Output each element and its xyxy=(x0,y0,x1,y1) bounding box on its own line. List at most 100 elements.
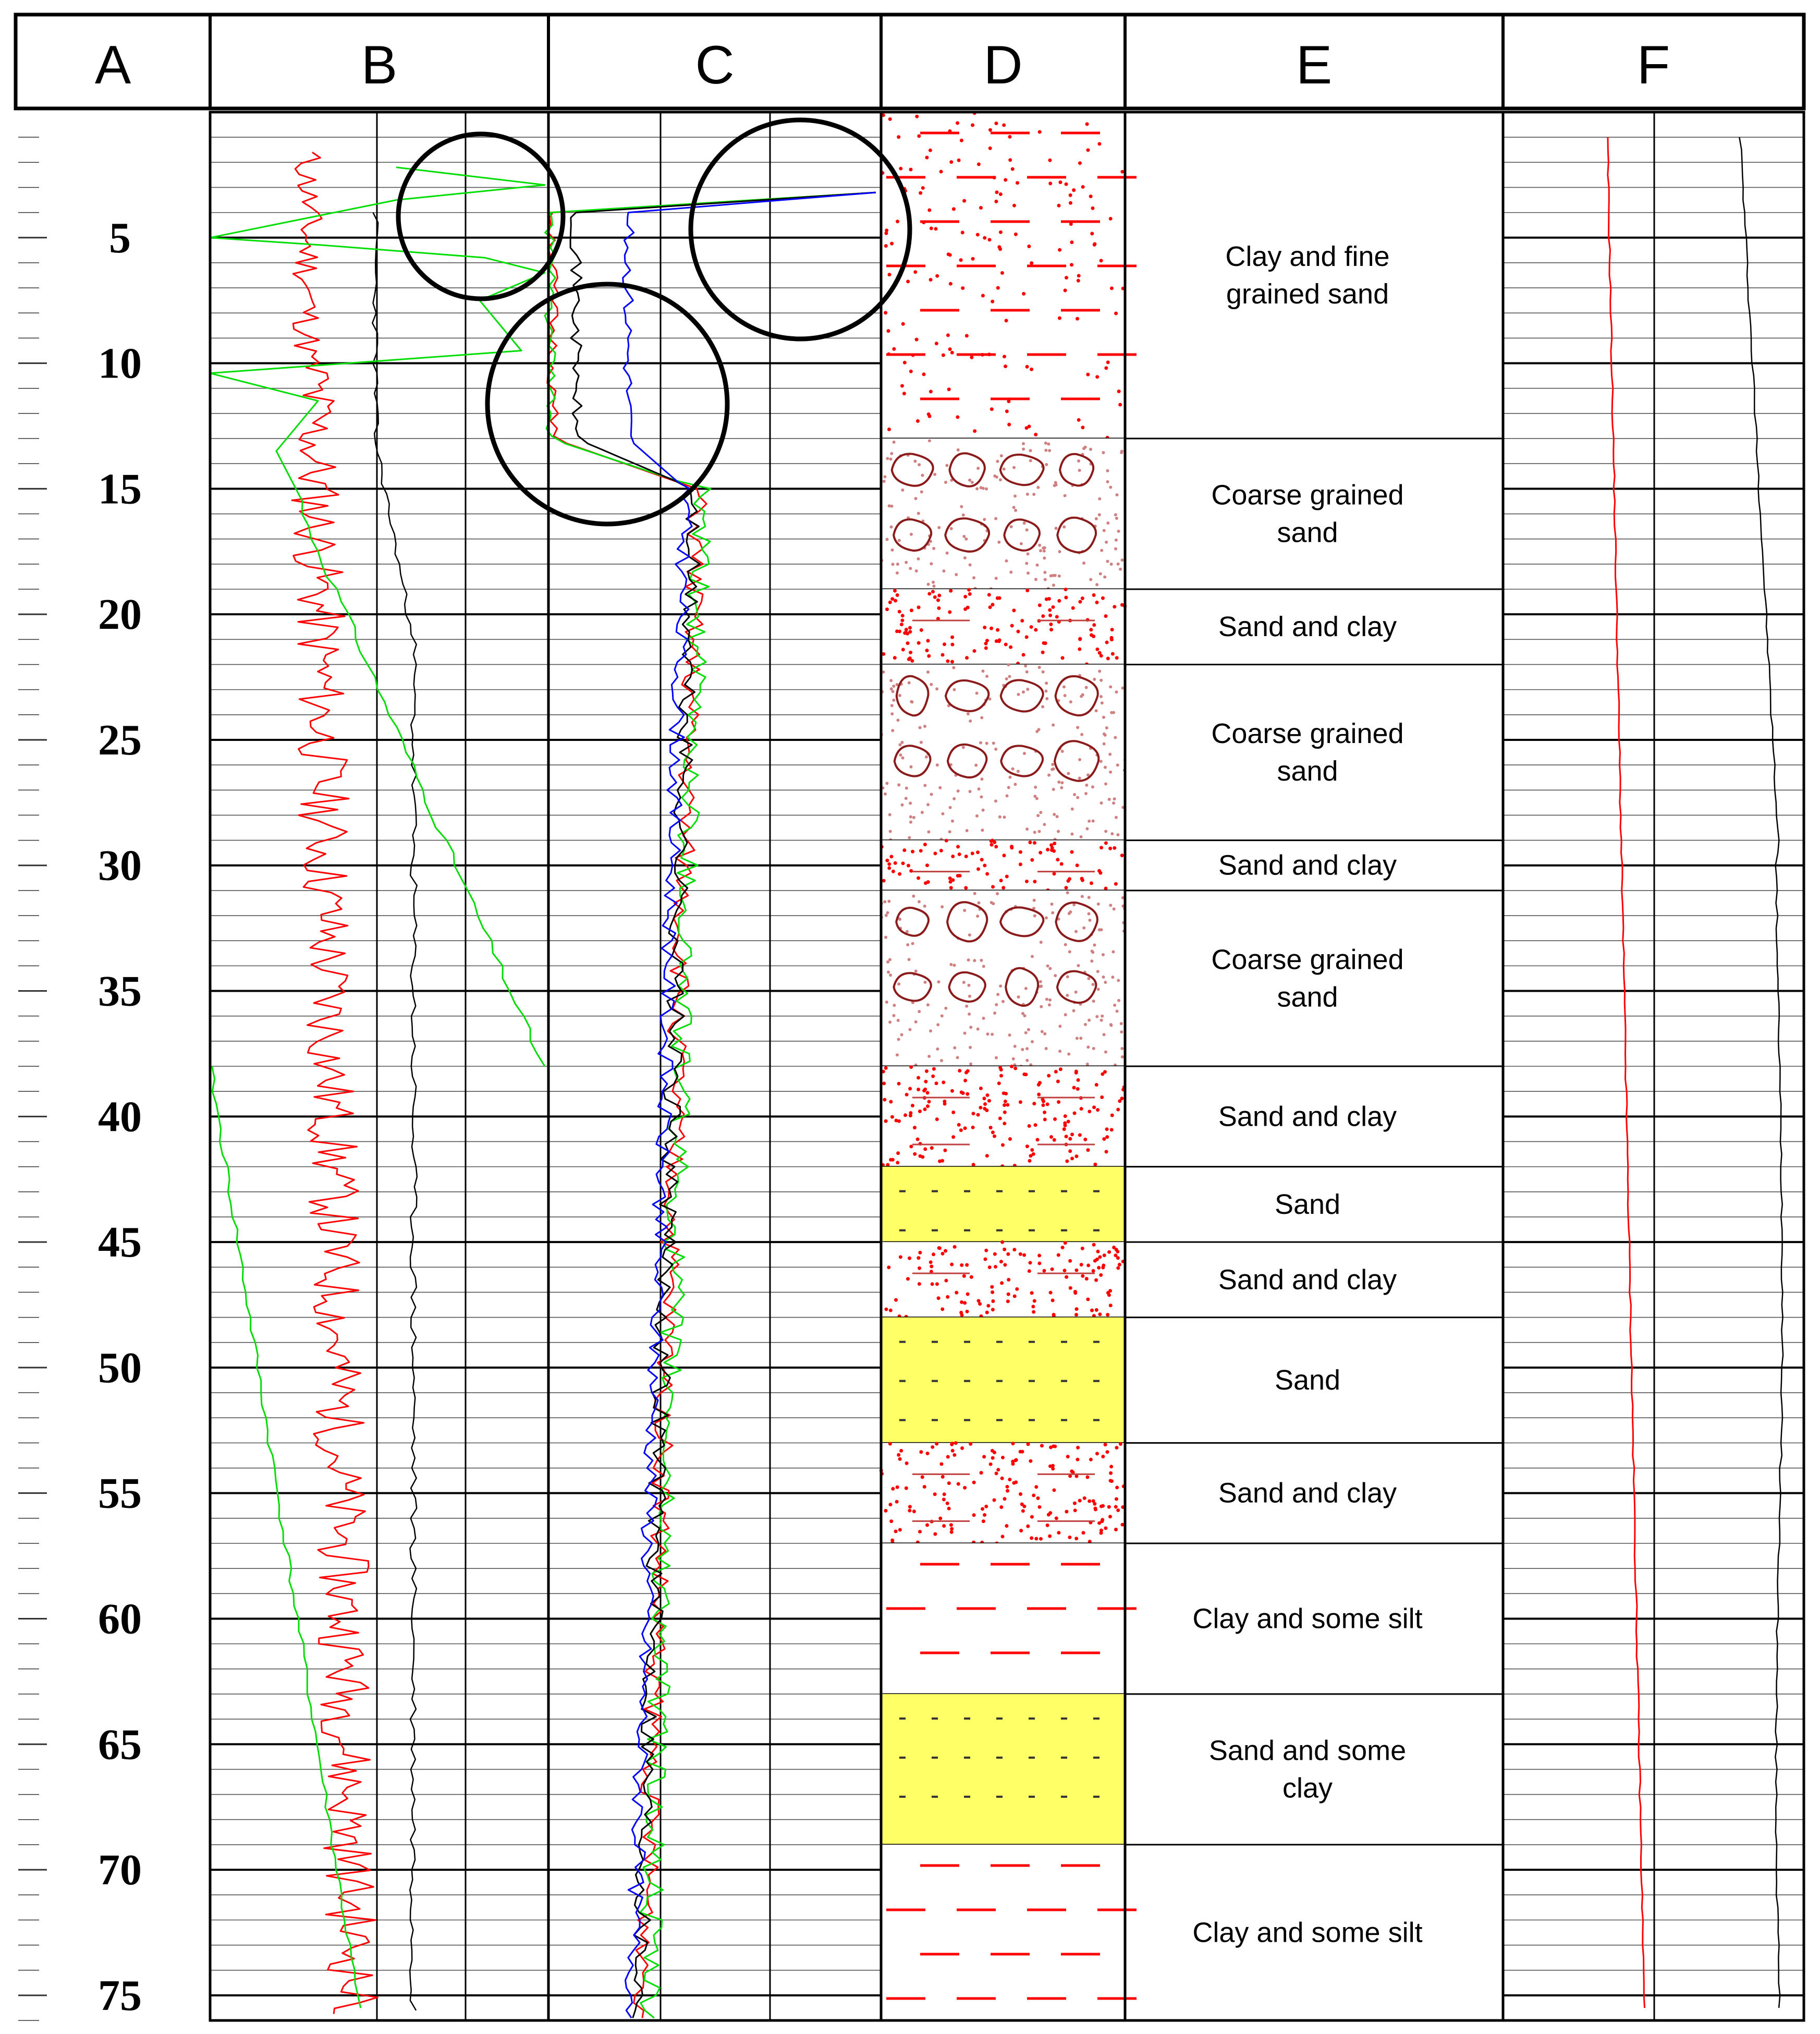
sand-grain xyxy=(960,1446,964,1450)
sand-grain xyxy=(887,970,890,974)
sand-grain xyxy=(1024,879,1029,883)
sand-grain xyxy=(963,1031,967,1035)
highlight-circle-b xyxy=(396,131,566,301)
sand-grain xyxy=(1060,1246,1065,1250)
gravel-clast xyxy=(893,745,932,777)
sand-grain xyxy=(1032,907,1036,910)
sand-grain xyxy=(932,1252,936,1257)
sand-grain xyxy=(906,1277,910,1281)
sand-grain xyxy=(890,504,894,508)
sand-grain xyxy=(905,1092,909,1097)
sand-grain xyxy=(1088,918,1092,922)
sand-grain xyxy=(1026,1442,1030,1446)
sand-grain xyxy=(897,539,901,542)
sand-grain xyxy=(1072,1501,1077,1505)
sand-grain xyxy=(929,1029,933,1033)
sand-grain xyxy=(911,849,915,854)
sand-grain xyxy=(950,1089,954,1093)
sand-grain xyxy=(1047,1074,1051,1078)
sand-grain xyxy=(901,861,905,866)
sand-grain xyxy=(908,656,912,661)
sand-grain xyxy=(1080,596,1084,601)
sand-grain xyxy=(949,963,953,966)
sand-grain xyxy=(1041,1098,1045,1102)
sand-grain xyxy=(965,1004,969,1008)
sand-grain xyxy=(981,294,985,298)
sand-grain xyxy=(1102,715,1105,719)
sand-grain xyxy=(1104,830,1108,833)
sand-grain xyxy=(1093,1502,1097,1506)
sand-grain xyxy=(897,917,901,921)
sand-grain xyxy=(1010,1064,1014,1068)
sand-grain xyxy=(1113,1003,1117,1007)
sand-grain xyxy=(1028,841,1032,845)
sand-grain xyxy=(1053,842,1057,846)
sand-grain xyxy=(912,815,915,819)
sand-grain xyxy=(1097,1521,1102,1525)
sand-grain xyxy=(1097,142,1102,146)
sand-grain xyxy=(964,886,968,890)
sand-grain xyxy=(1025,827,1029,831)
sand-grain xyxy=(1008,775,1012,779)
sand-grain xyxy=(1042,1269,1046,1273)
sand-grain xyxy=(991,1299,995,1304)
sand-grain xyxy=(936,617,940,621)
sand-grain xyxy=(1075,863,1079,868)
sand-grain xyxy=(1120,1055,1124,1059)
sand-grain xyxy=(1008,675,1011,678)
sand-dot xyxy=(964,1756,970,1759)
depth-label: 45 xyxy=(98,1218,142,1266)
sand-grain xyxy=(1063,1114,1067,1118)
sand-grain xyxy=(900,740,904,744)
sand-grain xyxy=(909,650,913,654)
sand-grain xyxy=(889,1519,894,1524)
sand-dot xyxy=(899,1419,906,1421)
sand-grain xyxy=(994,121,998,126)
sand-grain xyxy=(1043,1110,1047,1114)
sand-grain xyxy=(982,965,985,968)
sand-grain xyxy=(988,146,992,150)
sand-grain xyxy=(885,228,889,233)
sand-dot xyxy=(899,1380,906,1382)
sand-grain xyxy=(1048,613,1053,617)
sand-grain xyxy=(979,1105,983,1110)
sand-grain xyxy=(1108,752,1112,756)
sand-grain xyxy=(1025,588,1030,592)
sand-grain xyxy=(959,258,963,262)
sand-grain xyxy=(945,464,949,467)
sand-grain xyxy=(1006,1292,1010,1296)
sand-grain xyxy=(990,843,994,847)
sand-grain xyxy=(1105,1450,1109,1454)
sand-grain xyxy=(1027,1028,1030,1031)
sand-grain xyxy=(1100,928,1103,932)
litho-fill xyxy=(881,1242,1125,1318)
sand-grain xyxy=(940,653,945,657)
sand-grain xyxy=(906,279,910,284)
curve-b-green-lower xyxy=(211,1066,362,2008)
sand-grain xyxy=(961,286,965,290)
sand-grain xyxy=(1010,846,1014,850)
sand-grain xyxy=(1105,1135,1109,1139)
sand-grain xyxy=(1057,316,1061,320)
sand-grain xyxy=(950,819,954,823)
sand-grain xyxy=(993,1252,997,1256)
sand-grain xyxy=(1045,1523,1049,1527)
sand-grain xyxy=(909,1144,913,1149)
sand-grain xyxy=(1114,513,1117,517)
sand-grain xyxy=(1045,697,1049,700)
sand-grain xyxy=(1074,1268,1079,1272)
sand-dot xyxy=(964,1795,970,1798)
sand-grain xyxy=(1032,1310,1036,1314)
sand-grain xyxy=(893,589,897,593)
sand-grain xyxy=(944,1006,948,1010)
sand-dot xyxy=(1061,1717,1067,1720)
sand-grain xyxy=(1056,858,1060,862)
sand-grain xyxy=(1082,447,1086,450)
sand-grain xyxy=(1052,849,1056,853)
litho-fill xyxy=(881,1844,1125,2020)
sand-grain xyxy=(963,1078,968,1082)
sand-grain xyxy=(925,863,930,868)
sand-grain xyxy=(1076,796,1080,799)
sand-grain xyxy=(898,1528,902,1532)
sand-grain xyxy=(1013,1066,1018,1070)
